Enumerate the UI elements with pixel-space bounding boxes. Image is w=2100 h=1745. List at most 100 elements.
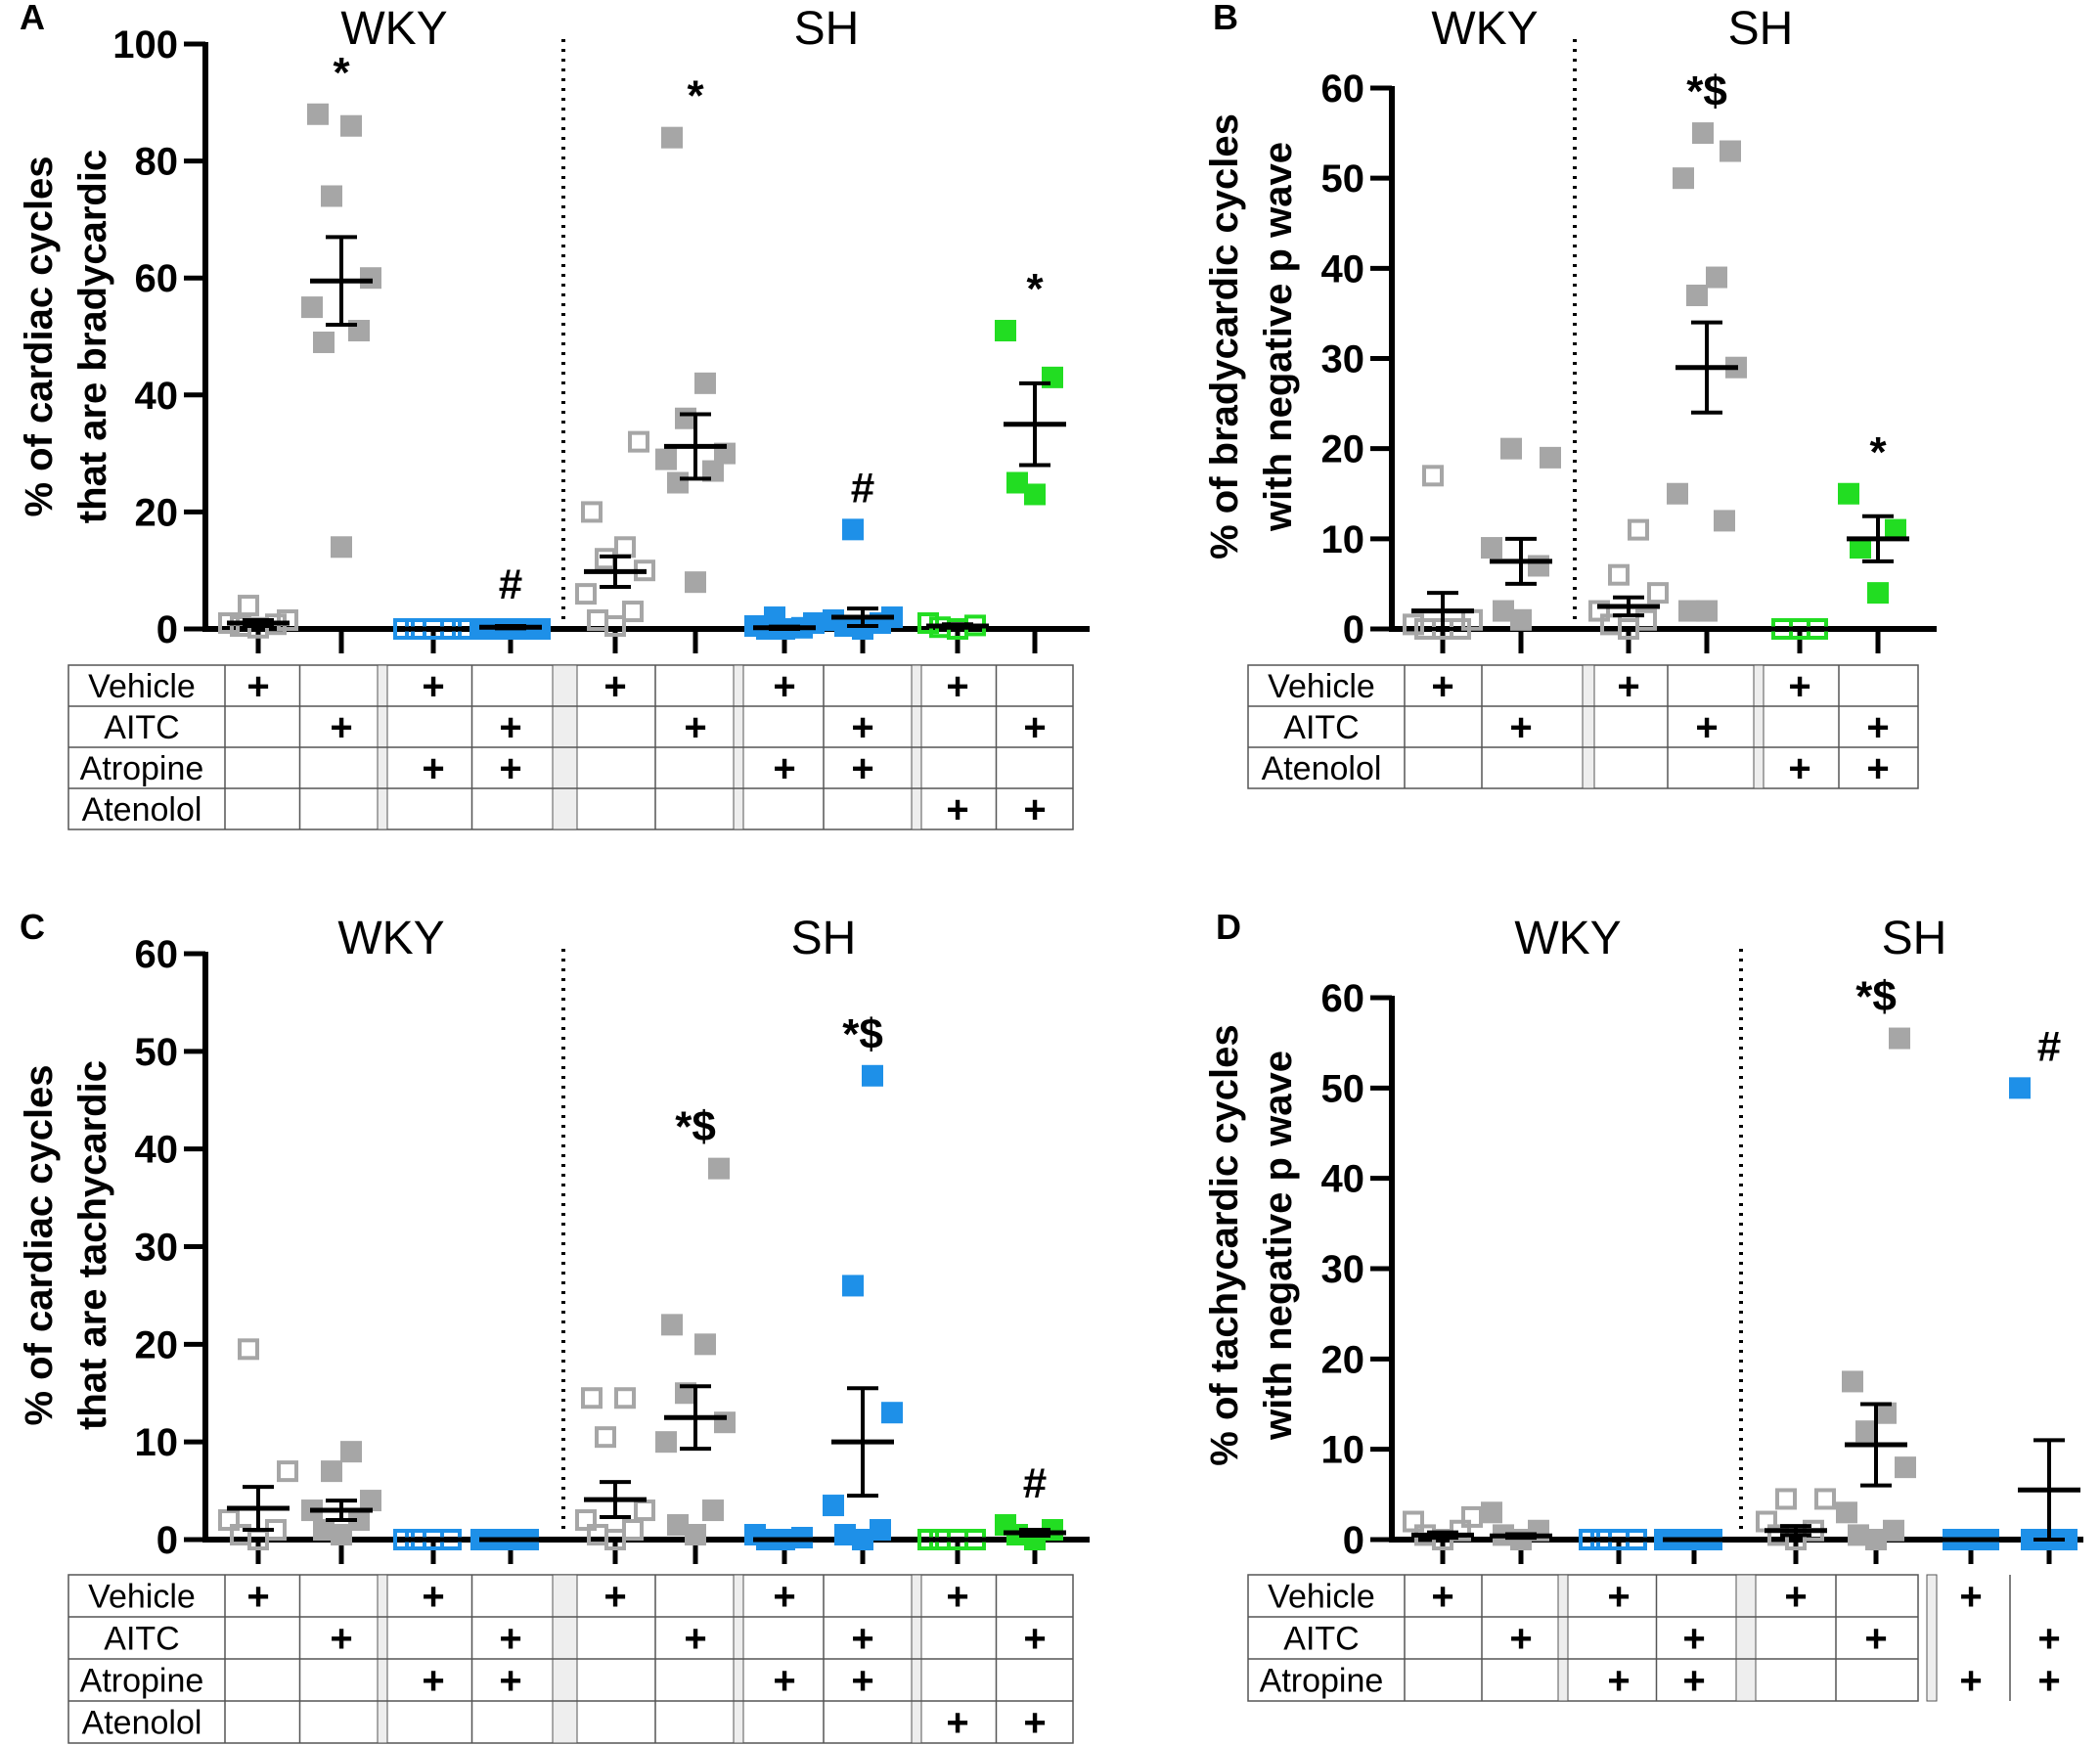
table-plus-mark: + — [851, 1660, 873, 1703]
table-row-label: Atenolol — [82, 791, 202, 828]
table-row-label: Atenolol — [1262, 750, 1382, 787]
series-5: *$ — [655, 1103, 736, 1564]
series-4 — [1756, 1488, 1836, 1564]
table-plus-mark: + — [851, 1618, 873, 1661]
table-plus-mark: + — [499, 706, 521, 749]
data-point — [995, 320, 1016, 342]
data-point — [702, 460, 724, 482]
data-point — [823, 1495, 844, 1517]
data-point — [685, 1524, 706, 1546]
panel-d: D 0 10 20 30 40 50 60 % of tachycardic cycles wit… — [1203, 907, 2083, 1703]
data-point — [1403, 1510, 1424, 1533]
series-3 — [1654, 1529, 1725, 1564]
significance-annotation: * — [1869, 428, 1887, 476]
y-tick-label: 80 — [135, 141, 179, 184]
y-tick-label: 10 — [1321, 518, 1365, 561]
data-point — [661, 126, 683, 149]
series-1: * — [301, 49, 381, 653]
data-point — [1692, 122, 1714, 145]
table-plus-mark: + — [603, 665, 626, 708]
table-plus-mark: + — [246, 1576, 269, 1619]
data-point — [1875, 1402, 1897, 1424]
significance-annotation: *$ — [1855, 973, 1897, 1021]
table-plus-mark: + — [773, 665, 795, 708]
series-6 — [1940, 1529, 2002, 1564]
table-plus-mark: + — [1607, 1576, 1630, 1619]
group-label: WKY — [1431, 3, 1538, 55]
data-point — [628, 430, 649, 453]
table-row-label: Atropine — [80, 750, 204, 787]
data-point — [1686, 284, 1708, 306]
table-row-label: AITC — [104, 1621, 179, 1658]
data-point — [360, 267, 381, 290]
significance-annotation: *$ — [1686, 67, 1727, 115]
table-plus-mark: + — [851, 747, 873, 790]
table-plus-mark: + — [1866, 706, 1889, 749]
data-point — [842, 518, 864, 541]
data-point — [917, 612, 939, 635]
data-point — [1706, 266, 1727, 289]
data-point — [764, 606, 785, 629]
series-3: # — [470, 560, 551, 653]
data-point — [1540, 446, 1561, 469]
panel-label: B — [1213, 0, 1238, 37]
series-0 — [1403, 465, 1483, 653]
data-point — [348, 1509, 370, 1532]
table-row-label: Vehicle — [1268, 1579, 1375, 1616]
group-label: SH — [794, 3, 860, 55]
table-plus-mark: + — [946, 1702, 968, 1745]
data-point — [587, 1524, 608, 1546]
data-point — [1667, 482, 1688, 505]
table-plus-mark: + — [1023, 706, 1046, 749]
treatment-table: Vehicle + + + + +AITC + + + + +Atropine + + + +Atenolo… — [67, 1574, 1074, 1745]
y-tick-label: 100 — [112, 23, 178, 67]
series-4 — [1768, 618, 1831, 653]
series-2 — [1588, 518, 1669, 653]
table-plus-mark: + — [603, 1576, 626, 1619]
data-point — [331, 1524, 352, 1546]
group-label: SH — [1728, 3, 1794, 55]
table-plus-mark: + — [1682, 1618, 1705, 1661]
table-plus-mark: + — [1023, 1618, 1046, 1661]
table-plus-mark: + — [684, 1618, 706, 1661]
data-point — [714, 1411, 736, 1434]
series-4 — [575, 430, 655, 653]
table-spacer — [1735, 1574, 1757, 1702]
series-2 — [1579, 1529, 1650, 1564]
data-point — [1850, 537, 1871, 559]
table-plus-mark: + — [1866, 747, 1889, 790]
table-plus-mark: + — [422, 747, 444, 790]
y-axis-label: % of cardiac cycles — [18, 1064, 61, 1425]
table-plus-mark: + — [773, 1576, 795, 1619]
data-point — [702, 1499, 724, 1522]
data-point — [1628, 518, 1649, 541]
data-point — [1588, 600, 1610, 622]
data-point — [1422, 465, 1444, 487]
data-point — [1865, 1529, 1887, 1550]
data-point — [575, 1509, 597, 1532]
treatment-table: Vehicle + + + + +AITC + + + + +Atropine + + + +Atenolo… — [67, 664, 1074, 831]
y-axis-label: with negative p wave — [1257, 142, 1300, 532]
data-point — [1855, 1420, 1877, 1443]
series-9: * — [995, 265, 1066, 653]
table-row-label: AITC — [1283, 1621, 1359, 1658]
data-point — [1024, 483, 1046, 506]
data-point — [1696, 600, 1718, 622]
data-point — [313, 1519, 335, 1542]
table-plus-mark: + — [851, 706, 873, 749]
table-plus-mark: + — [1509, 1618, 1532, 1661]
data-point — [744, 1524, 766, 1546]
data-point — [575, 583, 597, 605]
panel-b: B 0 10 20 30 40 50 60 % of bradycardic cycles wit… — [1203, 0, 1937, 790]
table-plus-mark: + — [1959, 1660, 1982, 1703]
data-point — [230, 1524, 251, 1546]
data-point — [1647, 582, 1669, 604]
y-tick-label: 40 — [135, 1129, 179, 1172]
table-row-label: Atenolol — [82, 1705, 202, 1742]
data-point — [331, 536, 352, 559]
data-point — [655, 448, 677, 470]
y-tick-label: 20 — [135, 1323, 179, 1366]
series-8 — [917, 612, 989, 653]
table-spacer — [1582, 664, 1595, 789]
